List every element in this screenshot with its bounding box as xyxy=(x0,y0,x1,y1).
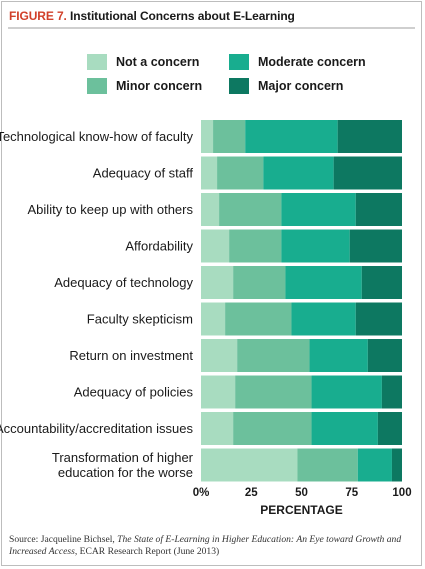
bar-segment-not-a-concern xyxy=(201,302,226,336)
legend-label: Not a concern xyxy=(116,55,200,69)
category-label: Faculty skepticism xyxy=(87,312,193,327)
bar-segment-major-concern xyxy=(355,302,402,336)
bar-segment-not-a-concern xyxy=(201,375,236,409)
x-axis-title: PERCENTAGE xyxy=(260,503,342,517)
bar-segment-major-concern xyxy=(377,412,402,445)
bar-segment-not-a-concern xyxy=(201,266,234,299)
legend-label: Major concern xyxy=(258,79,344,93)
bar-segment-major-concern xyxy=(361,266,402,299)
bar-segment-moderate-concern xyxy=(291,302,356,336)
bar-segment-minor-concern xyxy=(233,266,286,299)
bar-segment-moderate-concern xyxy=(357,448,392,482)
legend-item-moderate-concern: Moderate concern xyxy=(229,53,366,71)
legend-swatch-not-a-concern xyxy=(87,54,107,70)
bar-segment-minor-concern xyxy=(233,412,312,445)
bar-segment-not-a-concern xyxy=(201,120,214,153)
bar-segment-moderate-concern xyxy=(311,375,382,409)
source-report-title: The State of E-Learning in Higher Educat… xyxy=(9,534,402,557)
bar-segment-minor-concern xyxy=(235,375,312,409)
category-label: Transformation of higher education for th… xyxy=(52,450,194,480)
bar-segment-minor-concern xyxy=(225,302,292,336)
bar-segment-not-a-concern xyxy=(201,229,230,263)
bar-segment-minor-concern xyxy=(297,448,358,482)
bar-segment-major-concern xyxy=(391,448,402,482)
bar-segment-not-a-concern xyxy=(201,339,238,372)
bar-segment-moderate-concern xyxy=(281,229,350,263)
x-tick-label: 50 xyxy=(295,487,308,499)
bar-segment-minor-concern xyxy=(229,229,282,263)
bar-segment-major-concern xyxy=(381,375,402,409)
category-label: Technological know-how of faculty xyxy=(0,129,193,144)
bar-segment-not-a-concern xyxy=(201,412,234,445)
bar-segment-major-concern xyxy=(333,156,402,190)
bar-segment-major-concern xyxy=(367,339,402,372)
category-label: Return on investment xyxy=(69,348,193,363)
figure-title-text: Institutional Concerns about E-Learning xyxy=(70,9,295,23)
x-tick-label: 25 xyxy=(245,487,258,499)
legend-swatch-moderate-concern xyxy=(229,54,249,70)
category-label: Adequacy of technology xyxy=(54,275,193,290)
bar-segment-not-a-concern xyxy=(201,156,218,190)
legend-item-major-concern: Major concern xyxy=(229,77,343,95)
source-note: Source: Jacqueline Bichsel, The State of… xyxy=(9,534,414,558)
bar-segment-major-concern xyxy=(337,120,402,153)
bar-segment-not-a-concern xyxy=(201,448,298,482)
bar-segment-not-a-concern xyxy=(201,193,220,226)
legend-label: Moderate concern xyxy=(258,55,366,69)
bar-segment-moderate-concern xyxy=(311,412,378,445)
x-tick-label: 100 xyxy=(392,487,411,499)
legend-swatch-minor-concern xyxy=(87,78,107,94)
legend-item-not-a-concern: Not a concern xyxy=(87,53,199,71)
category-label: Adequacy of policies xyxy=(74,385,194,400)
bar-segment-minor-concern xyxy=(217,156,264,190)
figure-title: FIGURE 7. Institutional Concerns about E… xyxy=(9,9,295,23)
legend-item-minor-concern: Minor concern xyxy=(87,77,202,95)
bar-segment-moderate-concern xyxy=(309,339,368,372)
bar-segment-minor-concern xyxy=(213,120,246,153)
bar-segment-major-concern xyxy=(349,229,402,263)
bar-segment-minor-concern xyxy=(237,339,310,372)
source-suffix: , ECAR Research Report (June 2013) xyxy=(74,546,220,557)
x-tick-label: 75 xyxy=(345,487,358,499)
legend-swatch-major-concern xyxy=(229,78,249,94)
bar-segment-moderate-concern xyxy=(281,193,356,226)
category-label: Accountability/accreditation issues xyxy=(0,421,193,436)
source-prefix: Source: Jacqueline Bichsel, xyxy=(9,534,118,545)
title-divider xyxy=(8,27,415,29)
category-label: Affordability xyxy=(125,239,193,254)
x-tick-label: 0% xyxy=(193,487,210,499)
bar-segment-moderate-concern xyxy=(285,266,362,299)
category-label: Ability to keep up with others xyxy=(28,202,194,217)
figure-number: FIGURE 7. xyxy=(9,9,67,23)
category-label: Adequacy of staff xyxy=(93,166,194,181)
legend-label: Minor concern xyxy=(116,79,203,93)
bar-segment-moderate-concern xyxy=(263,156,334,190)
bar-segment-moderate-concern xyxy=(245,120,338,153)
bar-segment-minor-concern xyxy=(219,193,282,226)
bar-segment-major-concern xyxy=(355,193,402,226)
